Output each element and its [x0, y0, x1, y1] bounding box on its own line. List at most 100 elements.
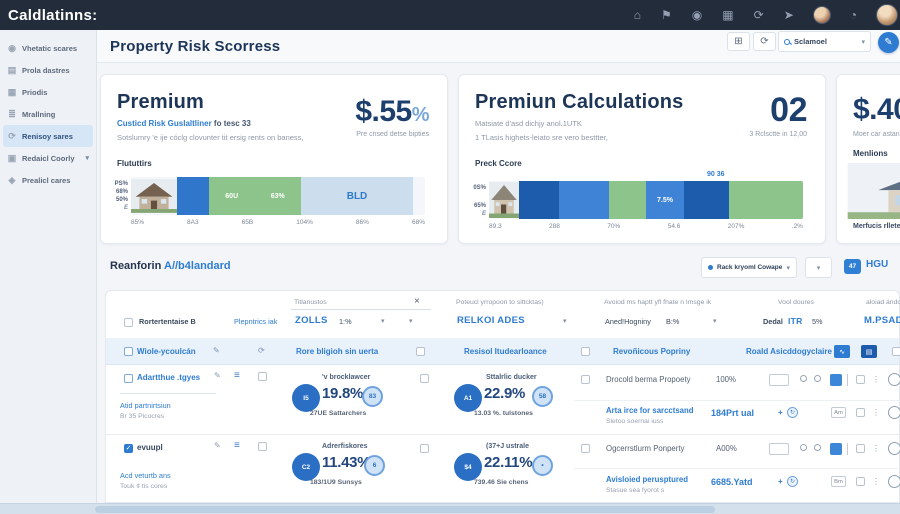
sidebar-item-priodis[interactable]: ▦ Priodis — [0, 81, 96, 103]
edit-icon[interactable]: ✎ — [214, 371, 221, 380]
property-link[interactable]: Avisloied perusptured — [606, 475, 689, 484]
row-checkbox[interactable] — [856, 408, 865, 417]
big-metric-value: $.55 — [355, 95, 412, 128]
edit-icon[interactable]: ✎ — [213, 346, 220, 355]
compose-button[interactable]: ✎ — [878, 32, 899, 53]
row-name[interactable]: evuupl — [137, 443, 163, 452]
segment-label: 60U — [225, 192, 239, 200]
sidebar-item-prealicl-cares[interactable]: ◈ Prealicl cares — [0, 169, 96, 191]
menu-icon[interactable]: ≡ — [234, 370, 240, 381]
radio-icon[interactable] — [800, 375, 807, 382]
rotate-icon[interactable]: ↻ — [787, 407, 798, 418]
property-value: A00% — [716, 444, 737, 453]
header-checkbox[interactable] — [124, 347, 133, 356]
more-options-icon[interactable]: ⋮ — [872, 408, 880, 417]
tag-badge[interactable]: Am — [831, 407, 846, 418]
sync-icon[interactable]: ⟳ — [258, 346, 265, 355]
grid-icon: ▦ — [7, 86, 17, 97]
row-checkbox[interactable] — [420, 374, 429, 383]
table-row[interactable]: Adartthue .tgyes Atid partnirtsiun Br 35… — [106, 365, 900, 435]
add-icon[interactable] — [888, 406, 900, 419]
row-checkbox[interactable] — [856, 444, 865, 453]
more-options-icon[interactable]: ⋮ — [872, 375, 880, 384]
send-icon[interactable]: ➤ — [783, 8, 794, 22]
big-metric: $.55% — [355, 97, 429, 127]
menu-icon[interactable]: ≡ — [234, 440, 240, 451]
coverage-dropdown[interactable]: Rack kryoml Cowapes ▾ — [701, 257, 797, 278]
column-header[interactable]: Wiole-ycoulcán — [137, 347, 196, 356]
chevron-down-icon[interactable]: ▾ — [381, 318, 385, 325]
chevron-down-icon[interactable]: ▾ — [563, 318, 567, 325]
tag-badge[interactable]: Bm — [831, 476, 846, 487]
grid-icon[interactable]: ▦ — [722, 8, 734, 22]
target-icon[interactable]: ◉ — [691, 8, 703, 22]
radio-icon[interactable] — [814, 375, 821, 382]
column-header[interactable]: Rore bligioh sin uerta — [296, 347, 379, 356]
plus-icon[interactable]: + — [778, 477, 783, 486]
toggle-pill[interactable] — [769, 443, 789, 455]
property-link[interactable]: Arta irce for sarcctsand — [606, 406, 694, 415]
refresh-icon[interactable]: ⟳ — [753, 8, 764, 22]
horizontal-scrollbar[interactable] — [0, 503, 900, 514]
row-checkbox[interactable] — [258, 372, 267, 381]
column-header[interactable]: Revoñicous Popriny — [613, 347, 691, 356]
color-swatch[interactable] — [830, 443, 842, 455]
chart-line-icon-button[interactable]: ∿ — [834, 345, 850, 358]
radio-icon[interactable] — [814, 444, 821, 451]
sidebar-item-redaicl-coorly[interactable]: ▣ Redaicl Coorly ▾ — [0, 147, 96, 169]
header-checkbox[interactable] — [416, 347, 425, 356]
scrollbar-thumb[interactable] — [95, 506, 715, 513]
add-icon[interactable] — [888, 442, 900, 455]
header-checkbox[interactable] — [892, 347, 900, 356]
radio-icon[interactable] — [800, 444, 807, 451]
row-checkbox[interactable] — [856, 375, 865, 384]
search-dropdown[interactable]: Sclamoel ▾ — [778, 31, 871, 52]
plus-icon[interactable]: + — [778, 408, 783, 417]
sidebar-item-renisoy-sares[interactable]: ⟳ Renisoy sares — [3, 125, 93, 147]
add-icon[interactable] — [888, 475, 900, 488]
column-header[interactable]: Resisol Itudearloance — [464, 347, 547, 356]
row-checkbox[interactable] — [258, 442, 267, 451]
row-checkbox[interactable] — [124, 374, 133, 383]
section-title-link[interactable]: A//b4landard — [164, 260, 231, 272]
header-checkbox[interactable] — [581, 347, 590, 356]
close-icon[interactable]: × — [414, 296, 420, 307]
toggle-pill[interactable] — [769, 374, 789, 386]
layout-button[interactable]: ⊞ — [727, 32, 750, 51]
select-all-checkbox[interactable] — [124, 318, 133, 327]
row-checkbox-checked[interactable]: ✓ — [124, 444, 133, 453]
rotate-icon[interactable]: ↻ — [787, 476, 798, 487]
column-header[interactable]: Roald Asicddogyclaire — [746, 347, 832, 356]
building-icon[interactable]: ⌂ — [633, 8, 642, 22]
help-icon[interactable]: ◔ — [849, 8, 857, 22]
sidebar-item-prola-dastres[interactable]: ▤ Prola dastres — [0, 59, 96, 81]
row-checkbox[interactable] — [420, 444, 429, 453]
history-button[interactable]: ⟳ — [753, 32, 776, 51]
filter-value[interactable]: M.PSAD — [864, 315, 900, 326]
sidebar-item-mrallning[interactable]: ≣ Mrallning — [0, 103, 96, 125]
edit-icon[interactable]: ✎ — [214, 441, 221, 450]
row-subtitle[interactable]: Acd veturtb ans — [120, 471, 171, 480]
filter-value[interactable]: ITR — [788, 316, 803, 326]
card-link[interactable]: Custicd Risk Guslaltliner fo tesc 33 — [117, 119, 251, 128]
more-options-icon[interactable]: ⋮ — [872, 477, 880, 486]
chevron-down-icon[interactable]: ▾ — [409, 318, 413, 325]
property-checkbox[interactable] — [581, 444, 590, 453]
flag-icon[interactable]: ⚑ — [661, 8, 672, 22]
sidebar-item-vhetatic-scares[interactable]: ◉ Vhetatic scares — [0, 37, 96, 59]
panel-icon-button[interactable]: ▤ — [861, 345, 877, 358]
color-swatch[interactable] — [830, 374, 842, 386]
expand-button[interactable]: ▾ — [805, 257, 832, 278]
user-avatar[interactable] — [812, 6, 831, 24]
profile-avatar[interactable] — [876, 4, 898, 26]
row-name[interactable]: Adartthue .tgyes — [137, 373, 201, 382]
row-subtitle[interactable]: Atid partnirtsiun — [120, 401, 171, 410]
property-checkbox[interactable] — [581, 375, 590, 384]
more-options-icon[interactable]: ⋮ — [872, 444, 880, 453]
table-row[interactable]: ✓ evuupl Acd veturtb ans Touk ¢ tis core… — [106, 435, 900, 503]
add-icon[interactable] — [888, 373, 900, 386]
chevron-down-icon[interactable]: ▾ — [713, 318, 717, 325]
filter-value[interactable]: RELKOI ADES — [457, 315, 525, 326]
row-checkbox[interactable] — [856, 477, 865, 486]
filter-value[interactable]: ZOLLS — [295, 315, 328, 326]
